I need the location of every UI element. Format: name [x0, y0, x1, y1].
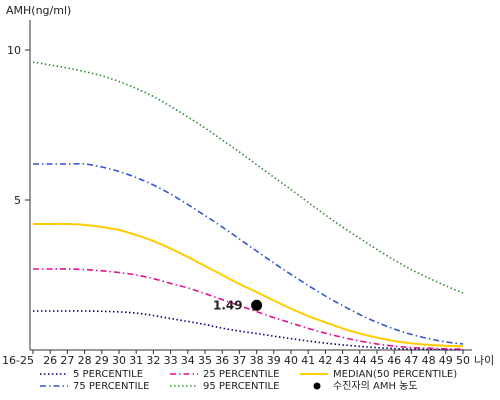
- x-tick-label: 46: [387, 354, 401, 367]
- legend-marker-label: 수진자의 AMH 농도: [333, 380, 418, 392]
- x-tick-label: 32: [146, 354, 160, 367]
- series-line-95-percentile: [32, 61, 464, 294]
- x-tick-label: 40: [284, 354, 298, 367]
- x-axis-title: 나이: [474, 354, 494, 367]
- x-tick-label: 16-25: [2, 354, 34, 367]
- x-tick-label: 43: [336, 354, 350, 367]
- x-tick-label: 30: [112, 354, 126, 367]
- x-ticks: 16-25 26 27 28 29 30 31 32 33 34 35 36 37 38 39 40 41 42 4…: [2, 350, 470, 367]
- x-tick-label: 41: [301, 354, 315, 367]
- x-tick-label: 37: [232, 354, 246, 367]
- x-tick-label: 33: [164, 354, 178, 367]
- series-line-75-percentile: [33, 162, 464, 345]
- series-lines: [32, 61, 464, 351]
- series-line-25-percentile: [33, 268, 464, 350]
- x-tick-label: 47: [404, 354, 418, 367]
- x-tick-label: 35: [198, 354, 212, 367]
- legend-label: 5 PERCENTILE: [73, 369, 143, 380]
- x-tick-label: 28: [78, 354, 92, 367]
- x-tick-label: 49: [439, 354, 453, 367]
- x-tick-label: 29: [95, 354, 109, 367]
- marker-layer: 1.49: [213, 298, 263, 312]
- x-tick-label: 31: [129, 354, 143, 367]
- y-ticks: 5 10: [7, 44, 30, 207]
- legend-marker-swatch: [313, 382, 321, 390]
- x-tick-label: 36: [215, 354, 229, 367]
- patient-amh-value-label: 1.49: [213, 298, 243, 312]
- x-tick-label: 42: [318, 354, 332, 367]
- x-tick-label: 48: [422, 354, 436, 367]
- patient-amh-point: [251, 299, 263, 311]
- legend-label: MEDIAN(50 PERCENTILE): [333, 369, 457, 380]
- legend: 5 PERCENTILE 25 PERCENTILE MEDIAN(50 PERCE…: [40, 369, 457, 392]
- x-tick-label: 39: [267, 354, 281, 367]
- legend-label: 25 PERCENTILE: [203, 369, 279, 380]
- x-tick-label: 44: [353, 354, 367, 367]
- x-tick-label: 34: [181, 354, 195, 367]
- x-tick-label: 26: [43, 354, 57, 367]
- legend-label: 95 PERCENTILE: [203, 381, 279, 392]
- y-tick-label: 10: [7, 44, 21, 57]
- series-line-median-50-percentile: [33, 222, 464, 348]
- y-axis-title: AMH(ng/ml): [6, 4, 71, 17]
- x-tick-label: 50: [456, 354, 470, 367]
- legend-label: 75 PERCENTILE: [73, 381, 149, 392]
- x-tick-label: 45: [370, 354, 384, 367]
- x-tick-label: 27: [60, 354, 74, 367]
- y-tick-label: 5: [14, 194, 21, 207]
- series-line-5-percentile: [33, 310, 464, 351]
- x-tick-label: 38: [250, 354, 264, 367]
